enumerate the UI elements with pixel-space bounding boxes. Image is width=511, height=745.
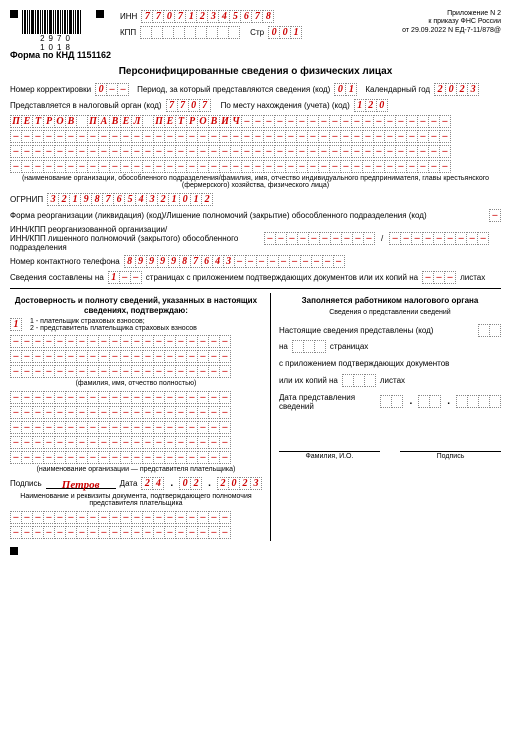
r2-boxes — [292, 340, 326, 353]
org-caption: (наименование организации — представител… — [10, 466, 262, 473]
period-label: Период, за который представляются сведен… — [137, 85, 330, 94]
corr-boxes: 0–– — [95, 83, 129, 96]
inn-kpp-reorg-label: ИНН/КПП реорганизованной организации/ ИН… — [10, 225, 260, 252]
appendix-line1: Приложение N 2 — [402, 10, 501, 18]
reorg-label: Форма реорганизации (ликвидация) (код)/Л… — [10, 211, 485, 220]
corner-mark-tl — [10, 10, 18, 18]
sheets-label: листах — [460, 273, 485, 282]
tax-org-label: Представляется в налоговый орган (код) — [10, 101, 162, 110]
inn-boxes: 770712345678 — [141, 10, 274, 23]
date-label: Дата — [120, 479, 138, 488]
right-subtitle: Сведения о представлении сведений — [279, 309, 501, 316]
right-column: Заполняется работником налогового органа… — [279, 293, 501, 541]
r2a: на — [279, 342, 288, 351]
kpp-reorg-boxes: ––––––––– — [389, 232, 489, 245]
corr-label: Номер корректировки — [10, 85, 91, 94]
tax-org-boxes: 7707 — [166, 99, 211, 112]
r5-boxes — [380, 395, 403, 408]
r-fio: Фамилия, И.О. — [279, 451, 380, 460]
name-rows: ПЕТРОВПАВЕЛПЕТРОВИЧ–––––––––––––––––––––… — [10, 115, 501, 173]
appendix-line3: от 29.09.2022 N ЕД-7-11/878@ — [402, 27, 501, 35]
barcode: 2970 1018 — [22, 10, 92, 42]
r4-boxes — [342, 374, 376, 387]
barcode-area: 2970 1018 ИНН 770712345678 КПП Стр 001 — [10, 10, 302, 42]
ogrnip-label: ОГРНИП — [10, 195, 43, 204]
doc-rows: –––––––––––––––––––––––––––––––––––––––– — [10, 511, 262, 539]
str-boxes: 001 — [268, 26, 302, 39]
location-boxes: 120 — [354, 99, 388, 112]
r3: с приложением подтверждающих документов — [279, 359, 501, 368]
kpp-label: КПП — [120, 28, 136, 37]
date-year-boxes: 2023 — [217, 477, 262, 490]
appendix-ref: Приложение N 2 к приказу ФНС России от 2… — [402, 10, 501, 35]
right-title: Заполняется работником налогового органа — [279, 296, 501, 306]
confirm-legend: 1 - плательщик страховых взносов; 2 - пр… — [30, 318, 197, 332]
corner-mark-tl2 — [96, 10, 104, 18]
date-day-boxes: 24 — [141, 477, 164, 490]
period-boxes: 01 — [334, 83, 357, 96]
appendix-line2: к приказу ФНС России — [402, 18, 501, 26]
org-rows: ––––––––––––––––––––––––––––––––––––––––… — [10, 391, 262, 464]
two-column-section: Достоверность и полноту сведений, указан… — [10, 293, 501, 541]
r1-boxes — [478, 324, 501, 337]
kpp-boxes — [140, 26, 240, 39]
fio-rows: ––––––––––––––––––––––––––––––––––––––––… — [10, 335, 262, 378]
signature: Петров — [46, 479, 116, 489]
str-label: Стр — [250, 28, 264, 37]
pages-boxes: 1–– — [108, 271, 142, 284]
header: 2970 1018 ИНН 770712345678 КПП Стр 001 П… — [10, 10, 501, 42]
page-title: Персонифицированные сведения о физически… — [10, 66, 501, 77]
inn-reorg-boxes: –––––––––– — [264, 232, 375, 245]
confirm-code-box: 1 — [10, 318, 22, 331]
phone-boxes: 8999987643–––––––––– — [124, 255, 345, 268]
pages-label1: Сведения составлены на — [10, 273, 104, 282]
fio-caption: (фамилия, имя, отчество полностью) — [10, 380, 262, 387]
r5: Дата представления сведений — [279, 393, 376, 411]
name-caption: (наименование организации, обособленного… — [10, 175, 501, 189]
reorg-boxes: – — [489, 209, 501, 222]
inn-label: ИНН — [120, 12, 137, 21]
location-label: По месту нахождения (учета) (код) — [221, 101, 350, 110]
year-label: Календарный год — [365, 85, 430, 94]
sign-label: Подпись — [10, 479, 42, 488]
r-sign: Подпись — [400, 451, 501, 460]
left-column: Достоверность и полноту сведений, указан… — [10, 293, 262, 541]
barcode-number: 2970 1018 — [22, 34, 92, 52]
ogrnip-boxes: 321987654321012 — [47, 193, 213, 206]
phone-label: Номер контактного телефона — [10, 257, 120, 266]
doc-label: Наименование и реквизиты документа, подт… — [10, 493, 262, 507]
sheets-boxes: ––– — [422, 271, 456, 284]
r4a: или их копий на — [279, 376, 338, 385]
pages-label2: страницах с приложением подтверждающих д… — [146, 273, 418, 282]
year-boxes: 2023 — [434, 83, 479, 96]
r2b: страницах — [330, 342, 368, 351]
date-month-boxes: 02 — [179, 477, 202, 490]
corner-mark-bl — [10, 547, 18, 555]
left-title: Достоверность и полноту сведений, указан… — [10, 296, 262, 315]
r4b: листах — [380, 376, 405, 385]
r1: Настоящие сведения представлены (код) — [279, 326, 474, 335]
